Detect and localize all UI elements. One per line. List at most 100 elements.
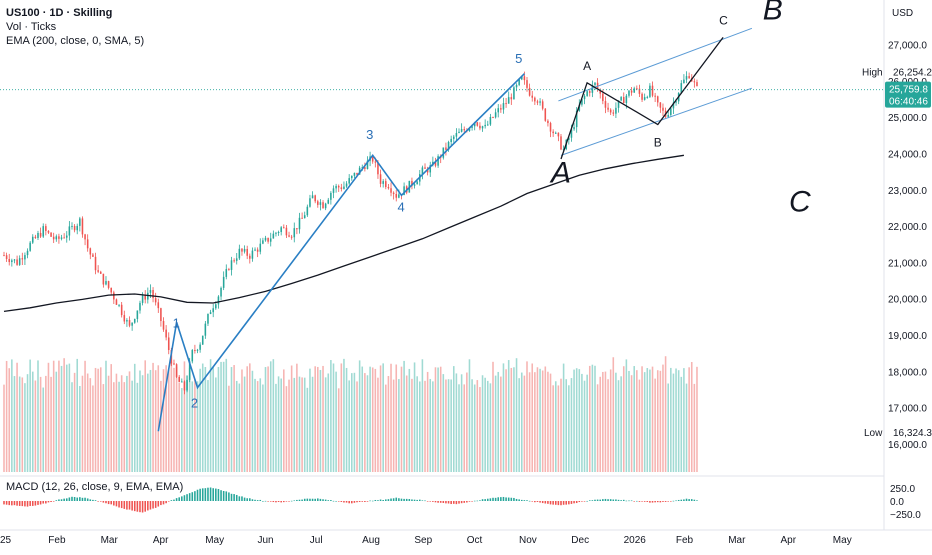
macd-histogram-bar [68,497,71,501]
candle-body [246,248,248,256]
macd-histogram-bar [207,487,209,501]
volume-bar [317,366,319,472]
macd-histogram-bar [126,501,128,510]
wave-label: 2 [191,396,198,411]
macd-histogram-bar [568,501,570,505]
volume-bar [356,381,358,472]
candle-body [411,180,413,186]
candle-body [222,276,225,288]
volume-legend[interactable]: Vol · Ticks [6,21,57,33]
volume-bar [426,371,429,472]
candle-body [424,167,426,169]
macd-histogram-bar [13,501,16,506]
volume-bar [301,377,303,472]
candle-body [622,97,625,104]
macd-histogram-bar [233,494,235,501]
macd-histogram-bar [400,498,403,501]
volume-bar [285,386,288,472]
volume-bar [609,369,612,472]
macd-histogram-bar [139,501,141,513]
volume-bar [162,369,165,472]
volume-bar [421,359,424,472]
volume-bar [113,382,115,472]
candle-body [126,320,128,322]
volume-bar [390,363,392,472]
candle-body [217,296,220,305]
macd-histogram-bar [317,498,319,501]
macd-histogram-bar [680,499,683,501]
candle-body [646,96,649,98]
macd-histogram-bar [303,498,306,501]
candle-body [416,181,418,185]
candle-body [656,96,659,103]
volume-bar [377,377,379,472]
volume-bar [371,367,374,472]
currency-label: USD [892,8,913,19]
candle-body [583,95,586,100]
candle-body [113,292,115,300]
candle-body [675,101,677,103]
volume-bar [615,372,617,472]
macd-histogram-bar [209,487,212,501]
candle-body [442,147,445,158]
candle-body [327,199,330,204]
countdown-value: 06:40:46 [889,97,928,108]
candle-body [638,88,641,94]
ema-200 [3,154,684,313]
candle-body [371,156,374,162]
volume-bar [306,387,309,472]
candle-body [662,107,664,111]
candle-body [322,202,324,209]
volume-bar [596,384,599,472]
macd-histogram-bar [5,501,8,505]
candle-body [620,97,622,101]
candle-body [361,167,364,169]
candle-body [139,302,141,311]
candle-body [502,103,505,110]
macd-histogram-bar [188,493,191,501]
volume-bar [212,367,214,472]
candle-body [541,101,544,109]
volume-bar [37,360,39,472]
volume-bar [283,369,285,472]
macd-histogram-bar [238,496,241,501]
symbol-title[interactable]: US100 · 1D · Skilling [6,7,113,19]
candle-body [515,84,518,88]
volume-bar [144,360,146,472]
candle-body [120,304,123,316]
ema-legend[interactable]: EMA (200, close, 0, SMA, 5) [6,35,145,47]
volume-bar [63,358,65,472]
volume-bar [120,375,123,472]
macd-histogram-bar [452,501,455,504]
candle-body [552,131,554,134]
candle-body [413,184,416,186]
volume-bar [217,366,220,472]
volume-bar [664,356,667,472]
macd-histogram-bar [42,501,45,504]
volume-bar [126,375,128,472]
candle-body [385,181,387,188]
candle-body [162,321,165,330]
volume-bar [358,360,361,472]
candle-body [73,225,76,231]
macd-histogram-bar [144,501,146,512]
macd-histogram-bar [413,499,416,501]
macd-histogram-bar [520,499,523,501]
macd-histogram-bar [136,501,139,512]
macd-histogram-bar [107,501,110,505]
volume-bar [583,380,586,472]
volume-bar [251,370,254,472]
macd-histogram-bar [298,499,301,501]
macd-histogram-bar [18,501,21,506]
macd-legend[interactable]: MACD (12, 26, close, 9, EMA, EMA) [6,481,184,493]
macd-histogram-bar [549,501,552,505]
macd-histogram-bar [259,499,262,501]
candle-body [178,376,180,382]
time-tick-label: Jul [310,535,323,546]
candle-body [520,76,523,80]
candle-body [382,181,384,184]
macd-histogram-bar [445,501,447,504]
corrective-label: B [654,135,662,149]
macd-histogram-bar [167,501,170,502]
